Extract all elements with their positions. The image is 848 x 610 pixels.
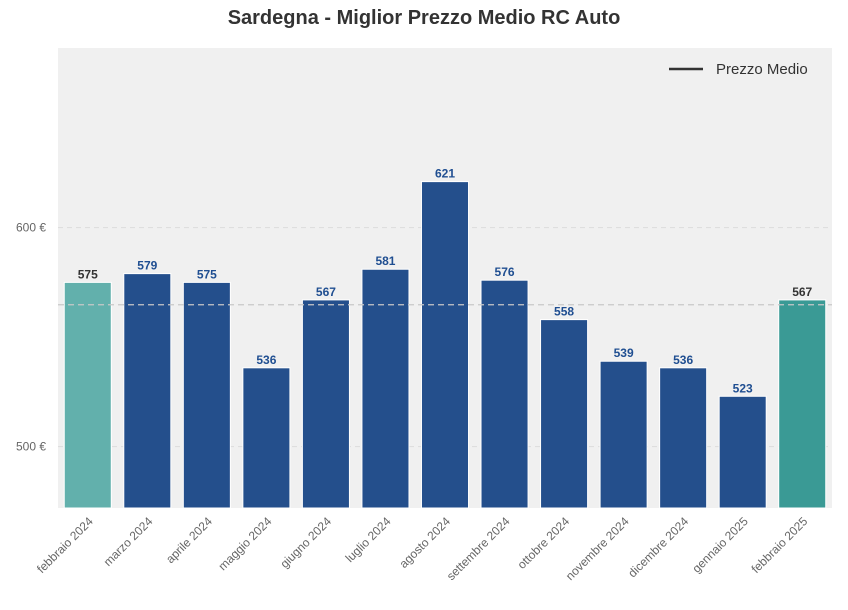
y-tick-label: 500 € xyxy=(16,440,46,454)
bar-value-label: 558 xyxy=(554,305,574,319)
bar[interactable] xyxy=(242,367,291,509)
bar-value-label: 581 xyxy=(375,254,395,268)
value-labels-group: 575 579 575 536 567 581 621 576 558 539 536 523 567 xyxy=(78,167,813,396)
x-tick-label: gennaio 2025 xyxy=(689,514,751,576)
x-axis: febbraio 2024 marzo 2024 aprile 2024 maggio… xyxy=(34,514,810,583)
x-tick-label: marzo 2024 xyxy=(101,514,156,569)
x-tick-label: febbraio 2024 xyxy=(34,514,96,576)
x-tick-label: maggio 2024 xyxy=(216,514,275,573)
x-tick-label: agosto 2024 xyxy=(397,514,454,571)
bar-value-label: 523 xyxy=(733,381,753,395)
bar-value-label: 539 xyxy=(614,346,634,360)
bar[interactable] xyxy=(63,281,112,509)
x-tick-label: aprile 2024 xyxy=(163,514,215,566)
bars-group xyxy=(63,181,827,509)
legend[interactable]: Prezzo Medio xyxy=(669,61,808,78)
bar-value-label: 536 xyxy=(673,353,693,367)
x-tick-label: novembre 2024 xyxy=(563,514,632,583)
bar-value-label: 579 xyxy=(137,259,157,273)
bar-value-label: 575 xyxy=(197,267,217,281)
x-tick-label: settembre 2024 xyxy=(444,514,513,583)
bar-value-label: 567 xyxy=(316,285,336,299)
x-tick-label: febbraio 2025 xyxy=(749,514,811,576)
bar-value-label: 575 xyxy=(78,267,98,281)
x-tick-label: luglio 2024 xyxy=(343,514,394,565)
bar[interactable] xyxy=(301,299,350,509)
bar[interactable] xyxy=(599,360,648,509)
x-tick-label: ottobre 2024 xyxy=(515,514,573,572)
bar[interactable] xyxy=(123,273,172,509)
legend-label: Prezzo Medio xyxy=(716,61,808,78)
bar[interactable] xyxy=(659,367,708,509)
bar[interactable] xyxy=(778,299,827,509)
x-tick-label: giugno 2024 xyxy=(277,514,334,571)
bar-value-label: 536 xyxy=(256,353,276,367)
bar[interactable] xyxy=(420,181,470,509)
bar[interactable] xyxy=(480,279,529,509)
bar-value-label: 576 xyxy=(495,265,515,279)
bar[interactable] xyxy=(540,319,589,509)
x-tick-label: dicembre 2024 xyxy=(625,514,691,580)
y-axis: 500 € 600 € xyxy=(16,221,46,454)
bar-value-label: 621 xyxy=(435,167,455,181)
y-tick-label: 600 € xyxy=(16,221,46,235)
bar[interactable] xyxy=(182,281,231,509)
chart-title: Sardegna - Miglior Prezzo Medio RC Auto xyxy=(227,7,621,29)
bar[interactable] xyxy=(718,395,767,509)
bar-value-label: 567 xyxy=(792,285,812,299)
bar[interactable] xyxy=(361,268,410,509)
